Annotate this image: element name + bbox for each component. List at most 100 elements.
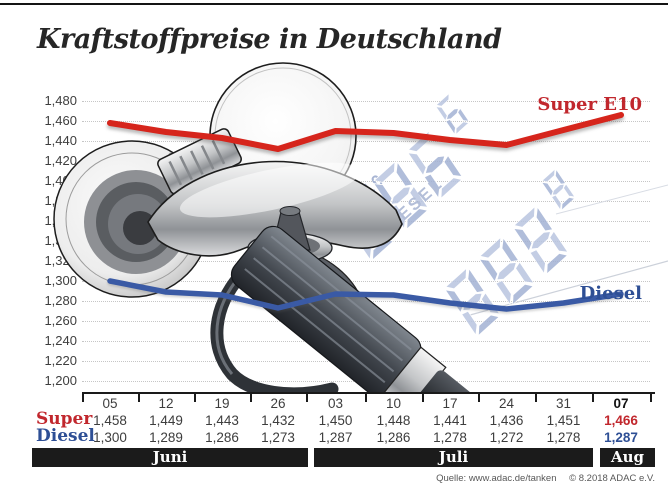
date-label: 05 <box>102 396 118 411</box>
x-axis-tick <box>194 392 196 402</box>
diesel-value: 1,287 <box>604 430 638 445</box>
legend-diesel: Diesel <box>579 283 642 304</box>
super-value: 1,451 <box>546 413 581 428</box>
gridline <box>82 261 650 262</box>
y-axis-tick-label: 1,420 <box>44 153 77 168</box>
y-axis-tick-label: 1,280 <box>44 293 77 308</box>
nozzle-dial-circle <box>209 62 357 210</box>
row-label-super: Super <box>36 409 93 429</box>
super-value: 1,436 <box>489 413 524 428</box>
nozzle-handle-highlight <box>215 275 242 375</box>
y-axis-tick-label: 1,260 <box>44 313 77 328</box>
y-axis-tick-label: 1,340 <box>44 233 77 248</box>
diesel-value: 1,286 <box>376 430 411 445</box>
month-bar-aug: Aug <box>600 448 655 467</box>
x-axis-tick <box>365 392 367 402</box>
date-label: 31 <box>555 396 572 411</box>
copyright-text: © 8.2018 ADAC e.V. <box>569 473 655 484</box>
gridline <box>82 181 650 182</box>
diesel-value: 1,286 <box>205 430 239 445</box>
gridline <box>82 141 650 142</box>
x-axis-tick <box>82 392 84 402</box>
x-axis-tick <box>478 392 480 402</box>
nozzle-grip-tube <box>230 225 555 394</box>
nozzle-cap-knob <box>247 206 333 264</box>
y-axis-tick-label: 1,460 <box>44 113 77 128</box>
gridline <box>82 201 650 202</box>
watermark-diesel-digits <box>444 168 576 337</box>
legend-super-e10: Super E10 <box>537 94 642 115</box>
diesel-price-line <box>107 278 624 312</box>
super-value: 1,466 <box>604 413 638 428</box>
date-label: 17 <box>442 396 458 411</box>
month-bar-juli: Juli <box>314 448 593 467</box>
super-value: 1,450 <box>318 413 353 428</box>
gridline <box>82 301 650 302</box>
diesel-value: 1,273 <box>261 430 295 445</box>
gridline <box>82 121 650 122</box>
y-axis-tick-label: 1,300 <box>44 273 77 288</box>
source-line: Quelle: www.adac.de/tanken © 8.2018 ADAC… <box>436 473 655 484</box>
nozzle-handle-loop <box>210 269 339 394</box>
segment-digit <box>478 236 535 306</box>
y-axis-tick-label: 1,380 <box>44 193 77 208</box>
date-label: 07 <box>613 396 629 411</box>
top-rule <box>0 3 668 5</box>
super-value: 1,448 <box>376 413 411 428</box>
row-label-diesel: Diesel <box>36 426 95 446</box>
gridline <box>82 101 650 102</box>
gridline <box>82 281 650 282</box>
x-axis-tick <box>250 392 252 402</box>
date-label: 24 <box>498 396 515 411</box>
gridline <box>82 361 650 362</box>
super-value: 1,458 <box>93 413 127 428</box>
super-value: 1,441 <box>433 413 467 428</box>
super-value: 1,449 <box>149 413 183 428</box>
gridline <box>82 241 650 242</box>
segment-digit <box>372 160 429 231</box>
month-bar-juni: Juni <box>32 448 308 467</box>
gridline <box>82 321 650 322</box>
diesel-value: 1,278 <box>546 430 581 445</box>
y-axis-tick-label: 1,480 <box>44 93 77 108</box>
x-axis-tick <box>592 392 594 402</box>
y-axis-tick-label: 1,240 <box>44 333 77 348</box>
super-value: 1,432 <box>261 413 295 428</box>
x-axis-tick <box>422 392 424 402</box>
diesel-value: 1,289 <box>149 430 183 445</box>
source-text: Quelle: www.adac.de/tanken <box>436 473 557 484</box>
diesel-value: 1,272 <box>489 430 524 445</box>
gridline <box>82 341 650 342</box>
x-axis-tick <box>535 392 537 402</box>
x-axis-tick <box>138 392 140 402</box>
date-label: 03 <box>327 396 344 411</box>
x-axis-tick <box>650 392 652 402</box>
segment-digit <box>541 168 576 211</box>
diesel-value: 1,287 <box>318 430 353 445</box>
gridline <box>82 381 650 382</box>
watermark-super-digits <box>338 93 470 261</box>
page-title: Kraftstoffpreise in Deutschland <box>37 24 502 55</box>
date-label: 12 <box>158 396 174 411</box>
y-axis-tick-label: 1,360 <box>44 213 77 228</box>
date-label: 26 <box>270 396 286 411</box>
y-axis-tick-label: 1,220 <box>44 353 77 368</box>
diesel-value: 1,278 <box>433 430 467 445</box>
watermark-diesel-label: DIESEL <box>378 173 447 238</box>
y-axis-tick-label: 1,440 <box>44 133 77 148</box>
super-value: 1,443 <box>205 413 239 428</box>
date-label: 10 <box>385 396 402 411</box>
watermark-super-label: SUPER E10 <box>290 169 389 261</box>
nozzle-front-disc <box>53 140 211 298</box>
segment-digit <box>435 93 470 135</box>
x-axis-tick <box>306 392 308 402</box>
diesel-value: 1,300 <box>93 430 127 445</box>
y-axis-tick-label: 1,320 <box>44 253 77 268</box>
y-axis-tick-label: 1,200 <box>44 373 77 388</box>
gridline <box>82 161 650 162</box>
gridline <box>82 221 650 222</box>
y-axis-tick-label: 1,400 <box>44 173 77 188</box>
date-label: 19 <box>214 396 230 411</box>
x-axis-line <box>82 392 655 394</box>
